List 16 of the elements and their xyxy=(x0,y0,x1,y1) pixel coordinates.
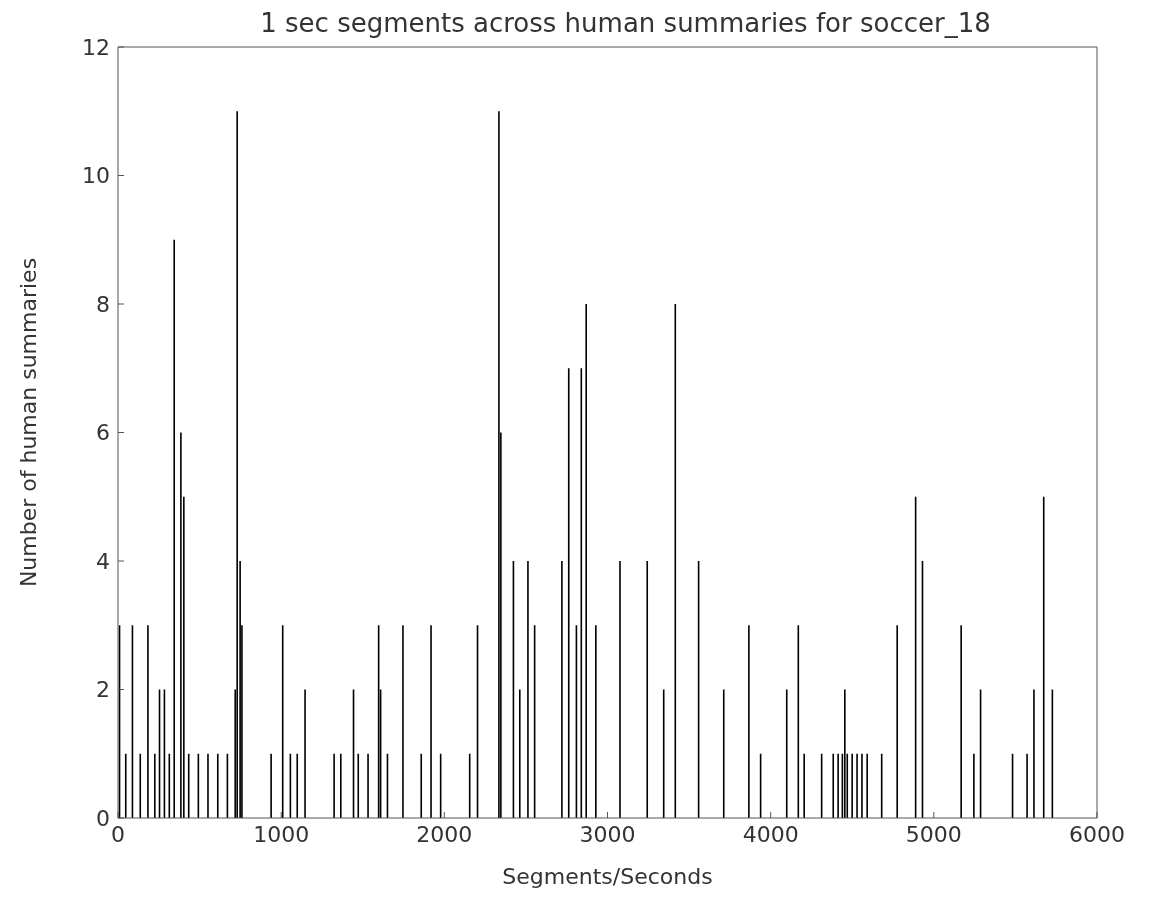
y-tick-label: 0 xyxy=(96,805,110,831)
y-tick-label: 12 xyxy=(82,34,110,60)
x-tick-label: 2000 xyxy=(416,821,473,847)
y-tick-label: 10 xyxy=(82,163,110,189)
y-tick-label: 6 xyxy=(96,420,110,446)
y-axis-title: Number of human summaries xyxy=(15,257,41,588)
x-tick-label: 1000 xyxy=(253,821,310,847)
x-tick-label: 4000 xyxy=(742,821,799,847)
x-tick-label: 3000 xyxy=(579,821,636,847)
chart-title: 1 sec segments across human summaries for soccer_18 xyxy=(260,8,991,38)
x-axis-title: Segments/Seconds xyxy=(502,864,713,889)
x-tick-label: 5000 xyxy=(905,821,962,847)
y-tick-label: 2 xyxy=(96,677,110,703)
y-tick-label: 4 xyxy=(96,548,110,574)
x-tick-label: 6000 xyxy=(1069,821,1125,847)
y-tick-label: 8 xyxy=(96,291,110,317)
